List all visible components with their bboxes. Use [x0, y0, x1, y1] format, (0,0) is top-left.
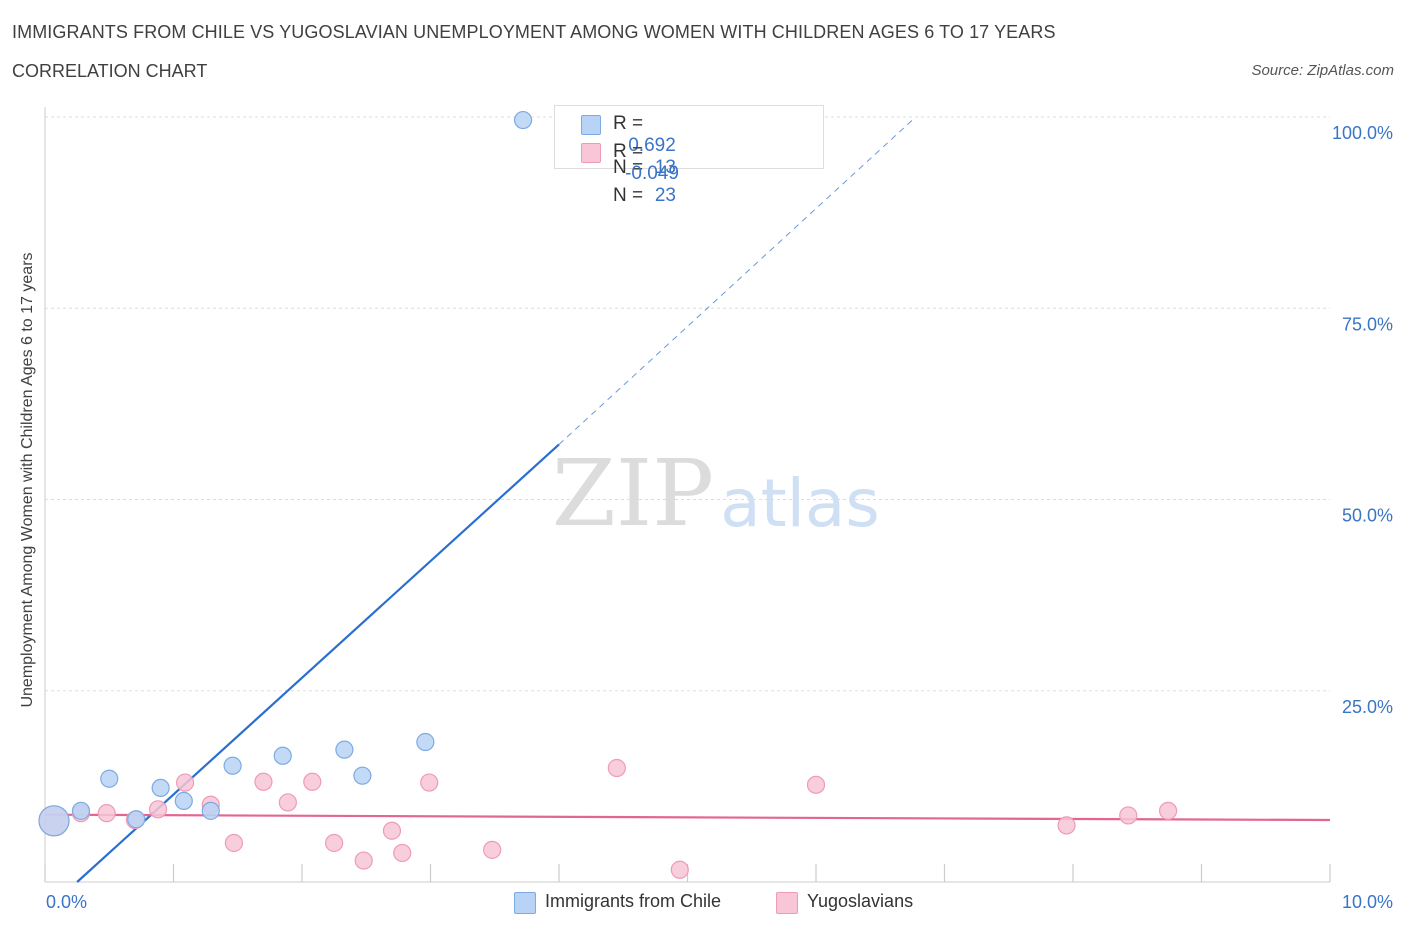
x-tick-label-max: 10.0%: [1342, 892, 1393, 912]
point-yugo-21: [1119, 806, 1138, 825]
point-chile-0: [38, 805, 70, 837]
y-tick-label-100: 100.0%: [1332, 123, 1393, 143]
point-yugo-16: [483, 840, 502, 859]
legend-n-label-chile: N =: [613, 157, 644, 178]
point-yugo-19: [806, 775, 826, 794]
point-chile-5: [174, 791, 193, 811]
point-yugo-13: [382, 821, 402, 840]
legend-n-label-yugo: N =: [613, 185, 644, 206]
legend-r-label-chile: R =: [613, 113, 644, 134]
axes: [44, 107, 1331, 883]
bottom-legend-swatch-yugo: [776, 892, 798, 914]
legend-swatch-yugo: [581, 143, 601, 163]
point-chile-9: [335, 740, 354, 759]
trend-line-chile-extension: [558, 119, 913, 445]
y-tick-label-50: 50.0%: [1342, 506, 1393, 526]
watermark: ZIP atlas: [552, 440, 880, 547]
point-yugo-10: [303, 772, 322, 791]
legend-text-yugo: R = -0.049 N = 23: [613, 141, 691, 207]
point-yugo-20: [1057, 816, 1076, 835]
point-yugo-14: [393, 843, 412, 863]
point-chile-7: [223, 756, 242, 775]
point-yugo-9: [278, 793, 297, 812]
chart-title: IMMIGRANTS FROM CHILE VS YUGOSLAVIAN UNE…: [12, 22, 1056, 42]
point-chile-3: [127, 810, 146, 829]
point-chile-2: [100, 769, 119, 788]
point-yugo-5: [175, 773, 195, 792]
point-yugo-7: [224, 833, 243, 853]
legend-text-chile: R = 0.692 N = 13: [613, 113, 691, 179]
chart-subtitle: CORRELATION CHART: [12, 61, 208, 81]
bottom-legend-swatch-chile: [514, 892, 536, 914]
point-yugo-17: [607, 758, 626, 778]
legend-r-value-chile: 0.692: [628, 135, 676, 156]
legend-r-label-yugo: R =: [613, 141, 644, 162]
legend-n-value-chile: 13: [654, 157, 676, 178]
point-yugo-8: [254, 772, 273, 791]
tick-labels: 25.0% 50.0% 75.0% 100.0% 0.0% 10.0%: [46, 123, 1393, 912]
legend-r-value-yugo: -0.049: [625, 163, 679, 184]
point-yugo-2: [97, 804, 116, 823]
bottom-legend-label-chile: Immigrants from Chile: [545, 891, 722, 911]
legend-swatch-chile: [581, 115, 601, 135]
legend-n-value-yugo: 23: [654, 185, 676, 206]
watermark-atlas: atlas: [720, 465, 880, 542]
point-chile-8: [273, 746, 292, 765]
x-tick-label-min: 0.0%: [46, 892, 87, 912]
point-yugo-15: [420, 773, 439, 792]
point-chile-11: [416, 732, 435, 752]
watermark-zip: ZIP: [552, 440, 714, 547]
y-tick-label-75: 75.0%: [1342, 314, 1393, 334]
bottom-legend-label-yugo: Yugoslavians: [807, 891, 914, 911]
y-axis-label: Unemployment Among Women with Children A…: [19, 252, 36, 708]
source-attribution: Source: ZipAtlas.com: [1251, 62, 1394, 79]
correlation-legend: R = 0.692 N = 13 R = -0.049 N = 23: [554, 105, 824, 206]
y-tick-label-25: 25.0%: [1342, 697, 1393, 717]
point-yugo-11: [325, 833, 344, 853]
point-yugo-18: [670, 860, 689, 879]
data-points: [38, 110, 1178, 879]
y-axis-label-wrap: Unemployment Among Women with Children A…: [16, 130, 40, 830]
point-yugo-22: [1158, 801, 1178, 820]
point-chile-4: [151, 778, 170, 798]
trend-line-yugo: [44, 813, 1331, 822]
point-chile-6: [201, 801, 220, 820]
point-chile-10: [353, 766, 372, 785]
point-chile-12: [513, 110, 533, 130]
point-chile-1: [71, 801, 91, 820]
point-yugo-12: [354, 851, 373, 870]
point-yugo-4: [148, 800, 168, 819]
